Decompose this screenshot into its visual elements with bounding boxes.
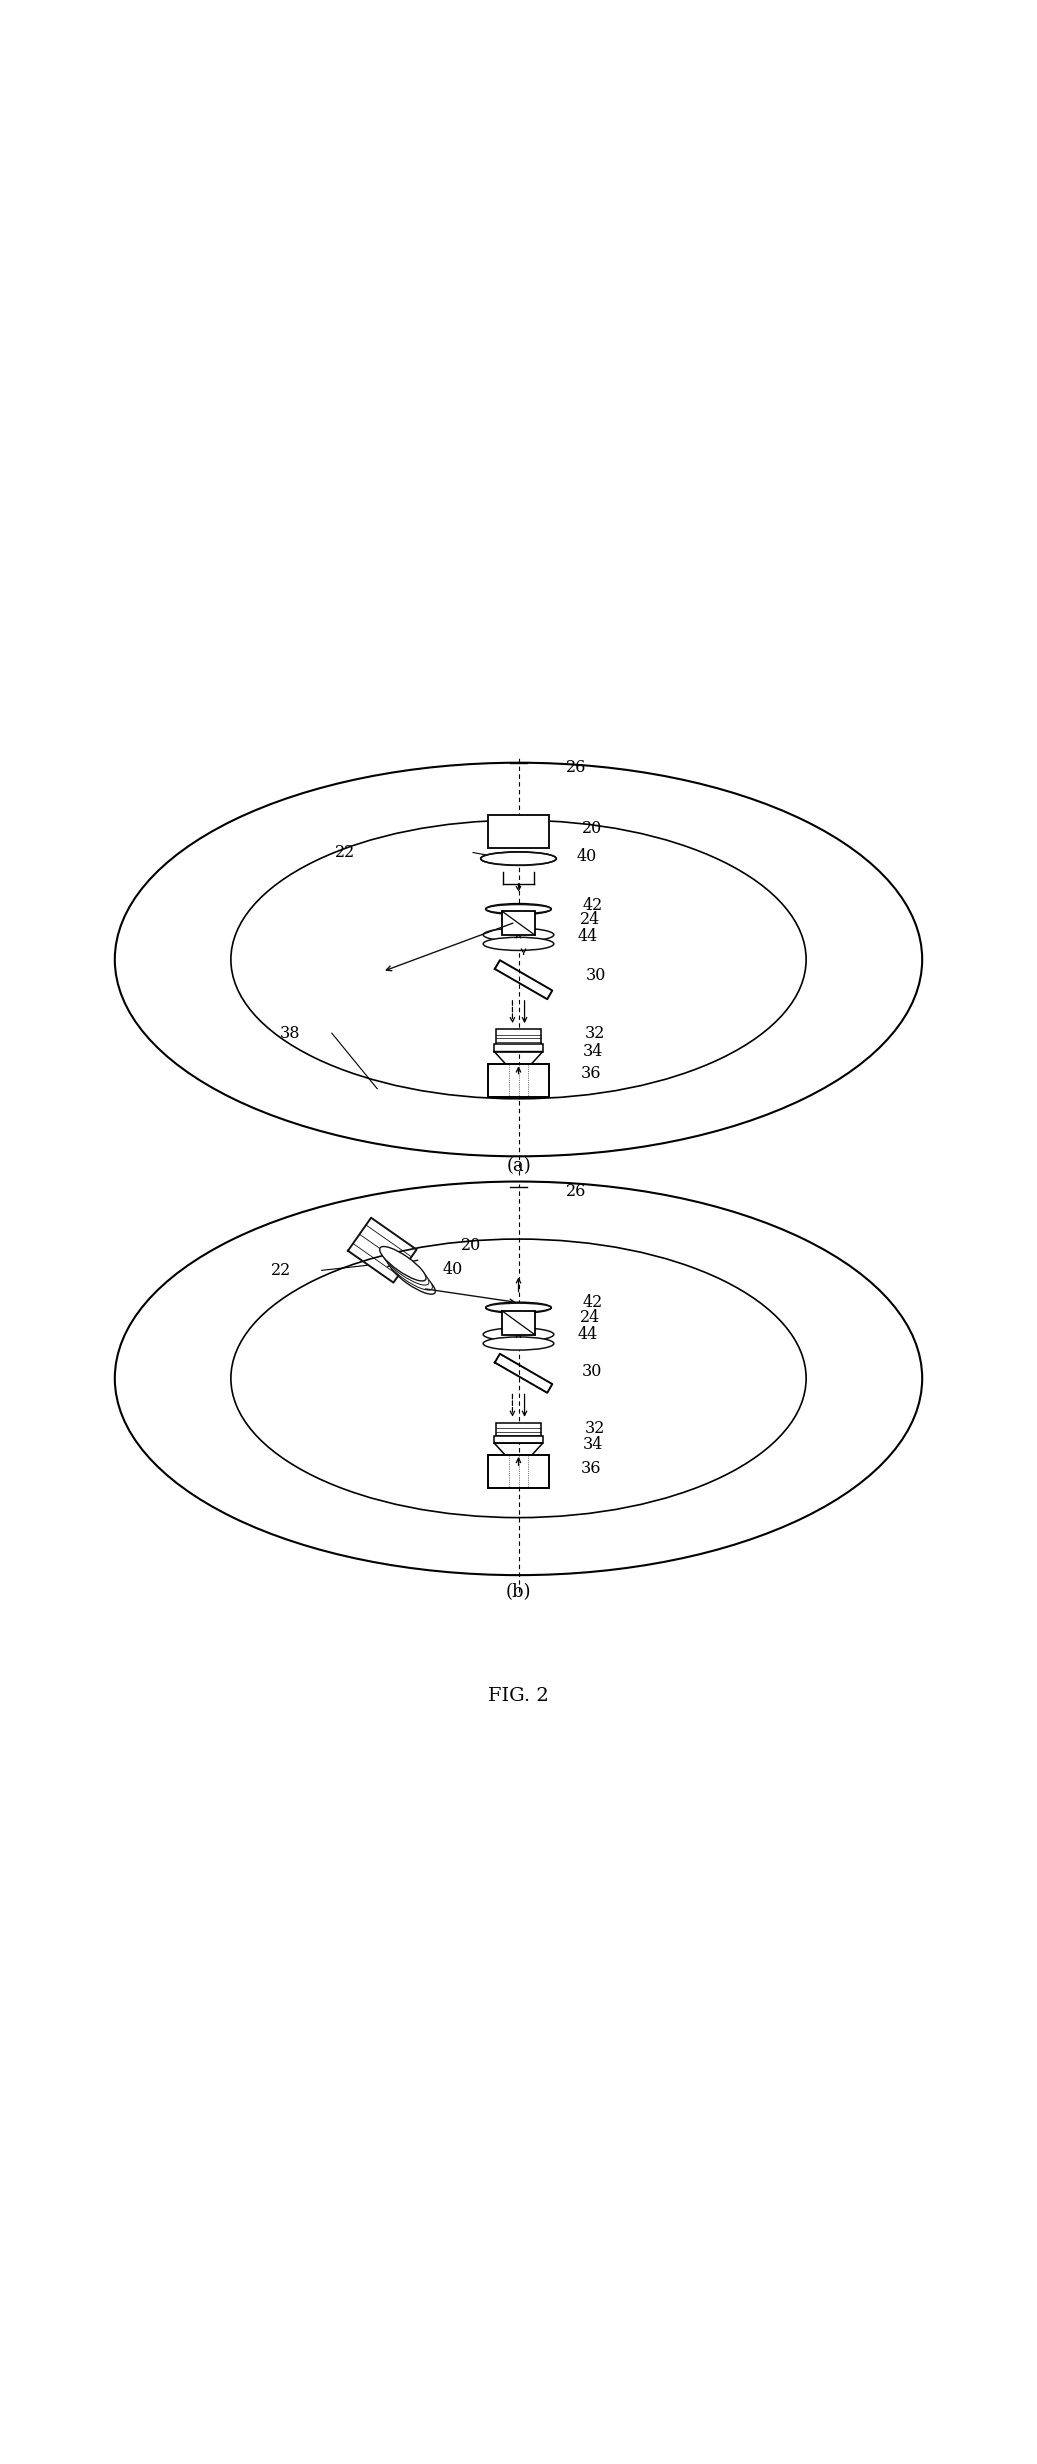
Text: 34: 34 <box>583 1437 604 1454</box>
Bar <box>496 1030 541 1047</box>
Text: 36: 36 <box>581 1064 601 1082</box>
Text: 22: 22 <box>272 1262 291 1279</box>
Text: 36: 36 <box>581 1459 601 1476</box>
Text: 44: 44 <box>578 1326 598 1343</box>
Ellipse shape <box>485 1303 552 1313</box>
Bar <box>488 1064 549 1096</box>
Text: FIG. 2: FIG. 2 <box>488 1688 549 1705</box>
Ellipse shape <box>483 929 554 941</box>
Text: 22: 22 <box>335 845 355 860</box>
Text: 40: 40 <box>577 848 597 865</box>
Bar <box>502 1311 535 1335</box>
Text: 24: 24 <box>580 1308 600 1326</box>
Text: 42: 42 <box>582 1294 602 1311</box>
Text: 38: 38 <box>279 1025 300 1042</box>
Ellipse shape <box>483 1338 554 1350</box>
Ellipse shape <box>481 853 556 865</box>
Text: 20: 20 <box>461 1237 481 1254</box>
Text: 26: 26 <box>566 1183 586 1200</box>
Text: 30: 30 <box>586 968 607 983</box>
Ellipse shape <box>380 1247 426 1281</box>
Bar <box>495 1437 542 1444</box>
Bar <box>488 1454 549 1488</box>
Text: 20: 20 <box>582 821 602 838</box>
Text: (b): (b) <box>506 1584 531 1602</box>
Ellipse shape <box>485 904 552 914</box>
Ellipse shape <box>483 1328 554 1340</box>
Text: 30: 30 <box>582 1363 602 1380</box>
Bar <box>495 1045 542 1052</box>
Text: 40: 40 <box>443 1262 464 1279</box>
Ellipse shape <box>383 1252 429 1286</box>
Text: 44: 44 <box>578 929 598 944</box>
Text: 26: 26 <box>566 759 586 776</box>
Bar <box>502 912 535 936</box>
Ellipse shape <box>386 1257 432 1291</box>
Bar <box>488 816 549 848</box>
Text: 32: 32 <box>585 1025 606 1042</box>
Bar <box>496 1422 541 1441</box>
Text: 32: 32 <box>585 1419 606 1437</box>
Text: (a): (a) <box>506 1158 531 1175</box>
Text: 42: 42 <box>582 897 602 914</box>
Text: 34: 34 <box>583 1042 604 1060</box>
Ellipse shape <box>483 936 554 951</box>
Text: 24: 24 <box>580 912 600 926</box>
